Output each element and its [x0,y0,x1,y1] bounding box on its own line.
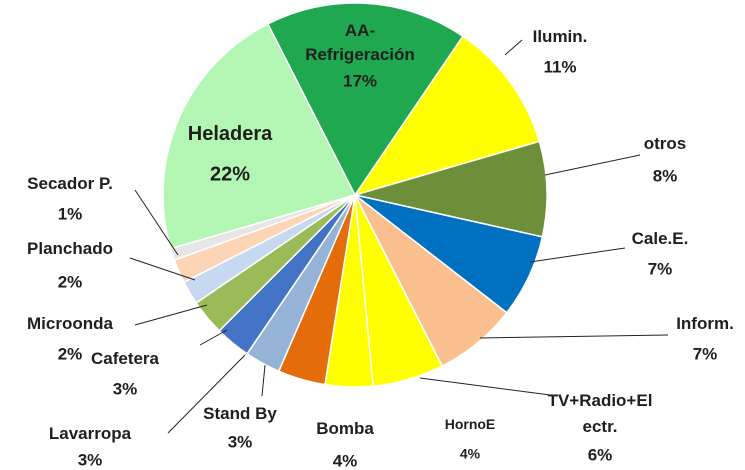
label-line: Inform. [676,314,734,333]
slice-label: HornoE [445,416,496,432]
slice-value-label: 4% [333,451,358,470]
label-line: Cafetera [91,349,160,368]
leader-line [199,329,228,346]
leader-line [479,334,669,339]
slice-label: Lavarropa [49,424,132,443]
slice-value-label: 7% [693,344,718,363]
label-line: Planchado [27,239,113,258]
label-line: Bomba [316,419,374,438]
label-line: Microonda [27,314,113,333]
pie-slice [353,35,541,197]
pie-slice [266,2,464,197]
leader-line [129,257,196,281]
slice-value-label: 6% [588,445,613,464]
slice-label: Microonda [27,314,113,333]
leader-line [134,304,208,326]
leader-line [261,364,266,397]
slice-value-label: 2% [58,272,83,291]
slice-label: Inform. [676,314,734,333]
label-line: Cale.E. [632,229,689,248]
slice-value-label: 17% [343,71,377,90]
label-line: otros [644,134,687,153]
leader-line [134,189,179,256]
leader-line [504,39,523,56]
leader-line [544,154,641,176]
slice-value-label: 3% [228,432,253,451]
slice-label: AA- Refrigeración [305,21,415,64]
label-line: Ilumin. [533,27,588,46]
pie-slice [354,140,548,238]
slice-label: Cale.E. [632,229,689,248]
label-line: Secador P. [27,174,113,193]
slice-value-label: 3% [113,379,138,398]
label-line: HornoE [445,416,496,432]
slice-label: Heladera [188,123,273,145]
label-line: AA- [345,21,375,40]
slice-label: Ilumin. [533,27,588,46]
slice-value-label: 3% [78,450,103,469]
slice-value-label: 11% [543,57,576,76]
pie-slice [162,22,357,250]
slice-value-label: 1% [58,204,83,223]
slice-value-label: 2% [58,344,83,363]
slice-label: Stand By [203,404,277,423]
slice-value-label: 7% [648,259,673,278]
label-line: Refrigeración [305,45,415,64]
slice-label: TV+Radio+El ectr. [548,391,653,436]
slice-value-label: 8% [653,166,678,185]
label-line: Stand By [203,404,277,423]
label-line: Heladera [188,123,273,145]
slice-label: otros [644,134,687,153]
slice-value-label: 4% [460,446,481,462]
leader-line [529,247,626,263]
leader-line [167,354,246,434]
slice-label: Bomba [316,419,374,438]
slice-label: Cafetera [91,349,160,368]
slice-label: Planchado [27,239,113,258]
label-line: Lavarropa [49,424,132,443]
label-line: TV+Radio+El [548,391,653,410]
label-line: ectr. [583,417,618,436]
slice-label: Secador P. [27,174,113,193]
slice-value-label: 22% [210,163,250,185]
leader-line [419,377,559,397]
